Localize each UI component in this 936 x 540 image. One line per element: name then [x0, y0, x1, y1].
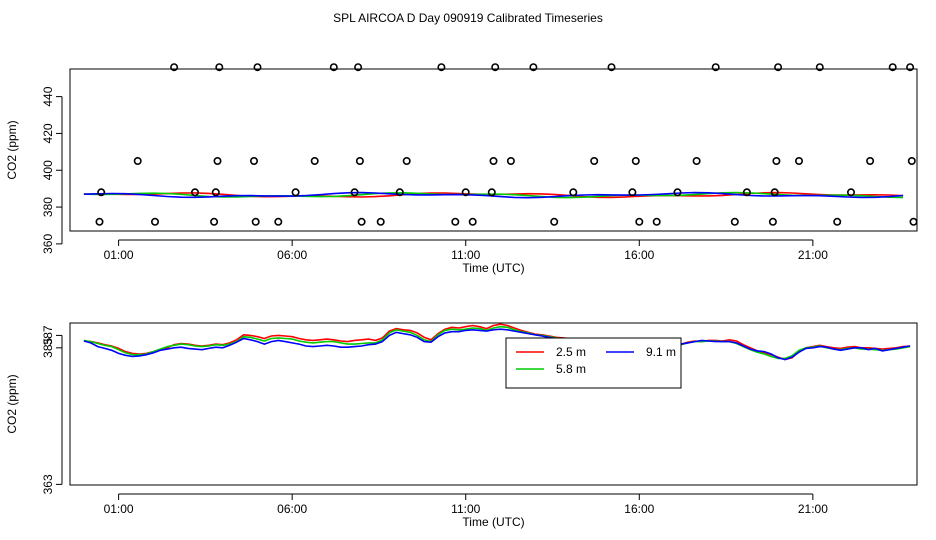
series-line-5.8m — [83, 325, 911, 360]
calibration-point — [635, 217, 644, 226]
calibration-point — [772, 157, 781, 166]
calibration-point — [846, 188, 855, 197]
calibration-point — [291, 188, 300, 197]
x-tick-label: 21:00 — [798, 502, 828, 516]
x-tick-label: 21:00 — [798, 248, 828, 262]
calibration-point — [350, 188, 359, 197]
bottom-panel-co2-zoomed: 01:00 06:00 11:00 16:00 21:00 Time (UTC) 363 38… — [5, 322, 918, 529]
calibration-point — [487, 188, 496, 197]
calibration-point — [866, 157, 875, 166]
calibration-point — [888, 63, 897, 72]
calibration-point — [357, 217, 366, 226]
calibration-point — [437, 63, 446, 72]
calibration-point — [673, 188, 682, 197]
calibration-point — [211, 188, 220, 197]
calibration-point — [742, 188, 751, 197]
calibration-point — [402, 157, 411, 166]
y-tick-label: 385 — [41, 337, 55, 357]
calibration-point — [770, 188, 779, 197]
calibration-point — [489, 157, 498, 166]
legend-label: 9.1 m — [646, 345, 676, 359]
y-tick-label: 360 — [41, 234, 55, 254]
calibration-point — [151, 217, 160, 226]
x-tick-label: 11:00 — [451, 248, 480, 262]
figure-title: SPL AIRCOA D Day 090919 Calibrated Times… — [333, 11, 603, 25]
calibration-point — [652, 217, 661, 226]
calibration-point — [692, 157, 701, 166]
x-tick-label: 16:00 — [624, 502, 654, 516]
calibration-point — [310, 157, 319, 166]
calibration-point — [590, 157, 599, 166]
calibration-point — [711, 63, 720, 72]
calibration-point — [768, 217, 777, 226]
calibration-point — [569, 188, 578, 197]
calibration-point — [451, 217, 460, 226]
x-tick-label: 01:00 — [104, 502, 134, 516]
series-line-9.1m — [83, 191, 904, 199]
y-tick-label: 440 — [41, 86, 55, 106]
calibration-point — [909, 217, 918, 226]
calibration-point — [506, 157, 515, 166]
calibration-point — [631, 157, 640, 166]
legend-label: 5.8 m — [556, 362, 586, 376]
calibration-point — [833, 217, 842, 226]
calibration-point — [491, 63, 500, 72]
x-axis-title: Time (UTC) — [462, 515, 524, 529]
calibration-point — [97, 188, 106, 197]
plot-frame — [69, 68, 918, 232]
calibration-point — [794, 157, 803, 166]
calibration-point — [376, 217, 385, 226]
calibration-point — [468, 217, 477, 226]
calibration-point — [774, 63, 783, 72]
y-tick-label: 387 — [41, 325, 55, 345]
top-panel-co2-with-calibrations: 01:00 06:00 11:00 16:00 21:00 Time (UTC) 360 38… — [5, 63, 918, 275]
calibration-point — [251, 217, 260, 226]
x-tick-label: 11:00 — [451, 502, 480, 516]
calibration-point — [730, 217, 739, 226]
y-axis-title: CO2 (ppm) — [5, 374, 19, 433]
calibration-point — [191, 188, 200, 197]
legend: 2.5 m 9.1 m 5.8 m — [505, 337, 682, 389]
y-tick-label: 400 — [41, 160, 55, 180]
y-axis-title: CO2 (ppm) — [5, 120, 19, 179]
calibration-point — [815, 63, 824, 72]
calibration-point — [550, 217, 559, 226]
calibration-point — [250, 157, 259, 166]
calibration-point — [395, 188, 404, 197]
legend-label: 2.5 m — [556, 345, 586, 359]
calibration-point — [253, 63, 262, 72]
calibration-point — [628, 188, 637, 197]
calibration-point — [607, 63, 616, 72]
calibration-point — [170, 63, 179, 72]
calibration-point — [95, 217, 104, 226]
y-tick-label: 380 — [41, 197, 55, 217]
calibration-point — [907, 157, 916, 166]
x-tick-label: 06:00 — [277, 248, 307, 262]
calibration-point — [274, 217, 283, 226]
calibration-point — [354, 63, 363, 72]
y-tick-label: 420 — [41, 123, 55, 143]
x-axis-title: Time (UTC) — [462, 261, 524, 275]
legend-box — [505, 337, 682, 389]
plot-frame — [69, 322, 918, 486]
x-tick-label: 06:00 — [277, 502, 307, 516]
x-tick-label: 16:00 — [624, 248, 654, 262]
calibration-point — [329, 63, 338, 72]
calibration-point — [461, 188, 470, 197]
calibration-point — [529, 63, 538, 72]
x-tick-label: 01:00 — [104, 248, 134, 262]
calibration-point — [133, 157, 142, 166]
calibration-point — [215, 63, 224, 72]
calibration-point — [355, 157, 364, 166]
y-tick-label: 363 — [41, 474, 55, 494]
calibration-point — [906, 63, 915, 72]
series-line-9.1m — [83, 328, 911, 361]
calibration-point — [210, 217, 219, 226]
calibration-point — [213, 157, 222, 166]
